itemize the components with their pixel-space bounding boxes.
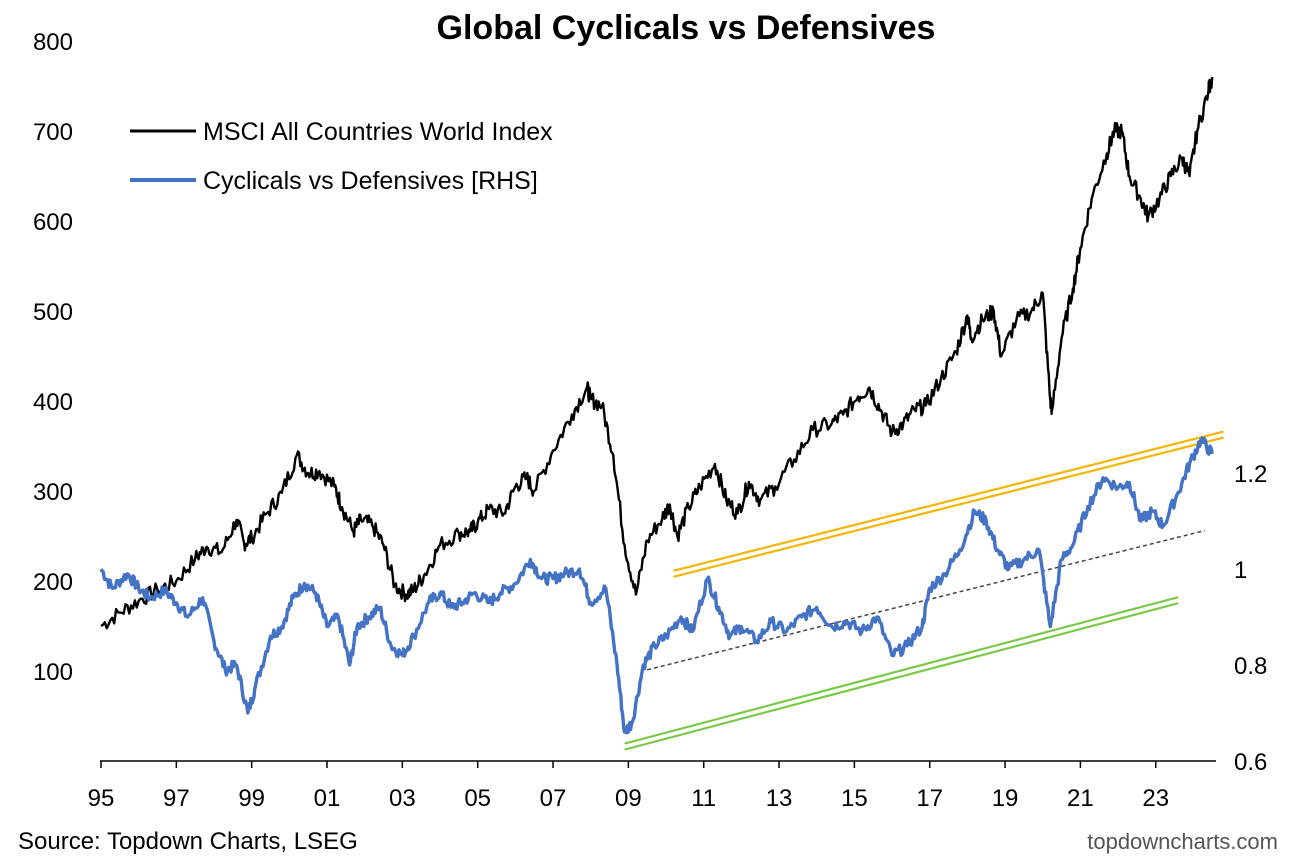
x-tick-label: 97	[163, 785, 190, 812]
x-tick-label: 03	[389, 785, 416, 812]
left-tick-label: 600	[33, 209, 73, 236]
x-tick-label: 11	[691, 785, 716, 812]
msci-series-line	[100, 76, 1214, 630]
trend-line	[673, 436, 1224, 578]
right-tick-label: 1	[1234, 557, 1247, 584]
source-note: Source: Topdown Charts, LSEG	[18, 828, 358, 855]
legend: MSCI All Countries World Index Cyclicals…	[130, 118, 553, 195]
x-tick-label: 21	[1067, 785, 1094, 812]
trend-line	[624, 602, 1179, 751]
x-tick-label: 09	[615, 785, 642, 812]
left-tick-label: 200	[33, 569, 73, 596]
legend-label-msci: MSCI All Countries World Index	[203, 118, 553, 146]
left-tick-label: 700	[33, 119, 73, 146]
right-axis-labels: 0.6 0.8 1 1.2	[1234, 461, 1267, 776]
x-tick-label: 01	[314, 785, 341, 812]
x-tick-label: 99	[238, 785, 265, 812]
left-axis-labels: 100 200 300 400 500 600 700 800	[33, 29, 73, 686]
left-tick-label: 400	[33, 389, 73, 416]
watermark: topdowncharts.com	[1087, 829, 1278, 854]
x-tick-label: 17	[916, 785, 943, 812]
right-tick-label: 1.2	[1234, 461, 1267, 488]
right-tick-label: 0.6	[1234, 749, 1267, 776]
left-tick-label: 100	[33, 659, 73, 686]
left-tick-label: 800	[33, 29, 73, 56]
chart-title: Global Cyclicals vs Defensives	[437, 9, 936, 47]
series-lines	[99, 76, 1214, 735]
trend-line	[624, 596, 1179, 745]
x-tick-label: 07	[540, 785, 567, 812]
legend-label-cyc-def: Cyclicals vs Defensives [RHS]	[203, 167, 538, 195]
left-tick-label: 500	[33, 299, 73, 326]
left-tick-label: 300	[33, 479, 73, 506]
x-tick-label: 23	[1142, 785, 1169, 812]
x-tick-label: 95	[88, 785, 115, 812]
right-tick-label: 0.8	[1234, 653, 1267, 680]
cyc-def-series-line	[99, 436, 1214, 735]
trend-lines	[624, 430, 1224, 751]
x-axis: 95 97 99 01 03 05 07 09 11 13 15 17 19 21 23	[88, 760, 1216, 812]
x-tick-label: 05	[464, 785, 491, 812]
x-tick-label: 19	[992, 785, 1019, 812]
trend-line	[673, 430, 1224, 572]
x-tick-label: 15	[841, 785, 868, 812]
x-tick-label: 13	[766, 785, 793, 812]
